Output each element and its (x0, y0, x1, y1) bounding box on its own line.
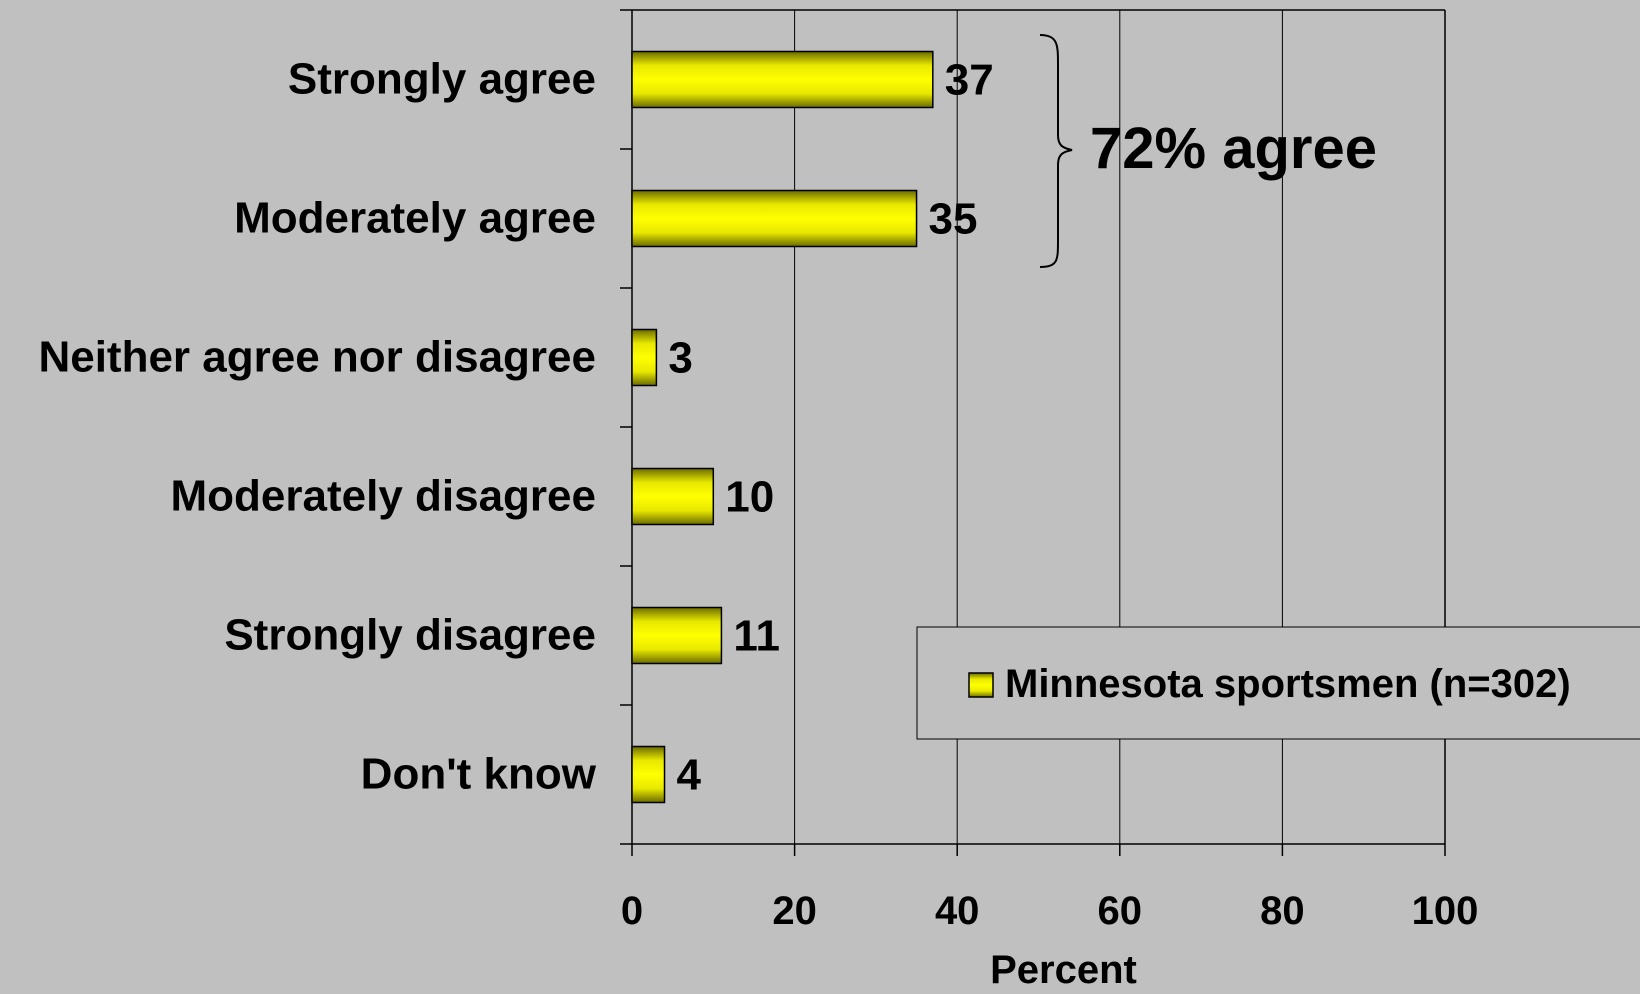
bar (631, 745, 666, 804)
annotation: 72% agree (1039, 34, 1377, 268)
category-label: Strongly agree (288, 55, 596, 104)
x-tick-label: 100 (1412, 889, 1479, 933)
legend-swatch (968, 672, 994, 698)
x-tick-label: 20 (772, 889, 817, 933)
data-label: 37 (945, 56, 994, 105)
x-axis-title: Percent (990, 948, 1137, 989)
category-label: Don't know (361, 750, 597, 799)
data-label: 10 (725, 473, 774, 522)
x-tick-label: 40 (935, 889, 980, 933)
bar (631, 50, 934, 109)
legend-box (916, 626, 1640, 740)
bar (631, 328, 658, 387)
legend-label: Minnesota sportsmen (n=302) (1005, 662, 1571, 706)
labels: Strongly agree 37 Moderately agree 35 Neithe… (38, 55, 993, 800)
data-label: 11 (733, 612, 780, 661)
x-tick-label: 80 (1260, 889, 1305, 933)
category-label: Moderately agree (234, 194, 596, 243)
bar (631, 467, 715, 526)
agree-brace (1039, 34, 1073, 268)
x-tick-label: 0 (621, 889, 643, 933)
bars (631, 50, 934, 804)
category-label: Moderately disagree (171, 472, 597, 521)
legend: Minnesota sportsmen (n=302) (916, 626, 1640, 740)
annotation-text: 72% agree (1090, 116, 1377, 181)
category-label: Neither agree nor disagree (38, 333, 596, 382)
axes: 0 20 40 60 80 100 Percent (620, 9, 1479, 992)
data-label: 4 (677, 751, 702, 800)
x-tick-label: 60 (1098, 889, 1143, 933)
data-label: 35 (929, 195, 978, 244)
category-label: Strongly disagree (224, 611, 596, 660)
bar (631, 606, 723, 665)
data-label: 3 (668, 334, 692, 383)
bar (631, 189, 918, 248)
